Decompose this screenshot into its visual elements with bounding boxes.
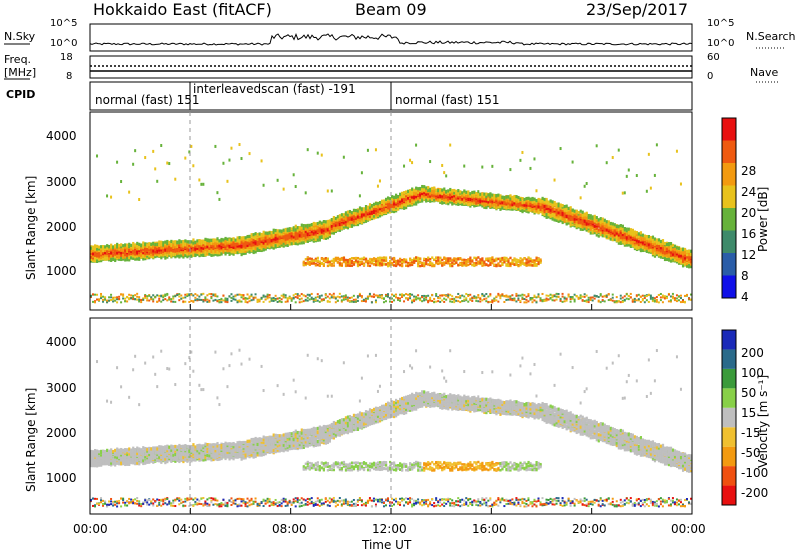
power-colorbar-label: Power [dB]	[756, 186, 770, 252]
nsky-label: N.Sky	[4, 30, 36, 43]
velocity-ytick-4000: 4000	[46, 335, 77, 349]
power-colorbar-seg-3	[722, 208, 736, 231]
power-cb-tick-12: 12	[741, 248, 757, 262]
freq-unit-label: [MHz]	[4, 66, 37, 79]
beam-title: Beam 09	[355, 0, 427, 19]
power-cb-tick-8: 8	[741, 269, 749, 283]
velocity-colorbar-seg-7	[722, 349, 736, 369]
nsky-panel-frame	[89, 23, 693, 52]
nsky-trace	[89, 33, 693, 46]
power-ylabel: Slant Range [km]	[24, 175, 38, 280]
power-ytick-4000: 4000	[46, 129, 77, 143]
power-colorbar-frame	[721, 117, 737, 299]
velocity-ytick-2000: 2000	[46, 426, 77, 440]
vel-cb-tick-m50: -50	[741, 446, 761, 460]
power-cb-tick-20: 20	[741, 206, 757, 220]
velocity-ytick-1000: 1000	[46, 471, 77, 485]
power-colorbar-seg-7	[722, 118, 736, 141]
freq-tick-top: 18	[60, 52, 73, 63]
nsky-tick-top: 10^5	[50, 18, 78, 29]
cpid-segment-1: normal (fast) 151	[95, 93, 200, 107]
power-cb-tick-28: 28	[741, 164, 757, 178]
power-colorbar-seg-6	[722, 140, 736, 163]
velocity-colorbar-seg-5	[722, 388, 736, 408]
x-axis-label: Time UT	[362, 538, 412, 552]
power-colorbar-seg-2	[722, 230, 736, 253]
velocity-ytick-3000: 3000	[46, 381, 77, 395]
power-ytick-2000: 2000	[46, 220, 77, 234]
power-colorbar-seg-1	[722, 253, 736, 276]
power-ytick-3000: 3000	[46, 175, 77, 189]
vel-cb-tick-m15: -15	[741, 426, 761, 440]
velocity-colorbar-seg-3	[722, 427, 736, 447]
nsky-tick-bottom: 10^0	[50, 38, 78, 49]
vel-cb-tick-200: 200	[741, 346, 764, 360]
x-tick-0: 00:00	[73, 522, 108, 536]
nave-tick-top: 60	[707, 52, 720, 63]
velocity-colorbar-seg-0	[722, 485, 736, 505]
vel-cb-tick-100: 100	[741, 366, 764, 380]
x-tick-5: 20:00	[572, 522, 607, 536]
freq-label: Freq.	[4, 53, 32, 66]
power-colorbar-seg-4	[722, 185, 736, 208]
cpid-label: CPID	[6, 88, 36, 101]
velocity-colorbar-seg-2	[722, 446, 736, 467]
nave-tick-bottom: 0	[707, 71, 714, 82]
x-tick-2: 08:00	[272, 522, 307, 536]
nsearch-tick-bottom: 10^0	[707, 38, 735, 49]
cpid-segment-2: interleavedscan (fast) -191	[193, 82, 356, 96]
velocity-colorbar-seg-8	[722, 330, 736, 350]
velocity-colorbar-seg-4	[722, 407, 736, 428]
power-ytick-1000: 1000	[46, 264, 77, 278]
nsearch-tick-top: 10^5	[707, 18, 735, 29]
power-data-cells	[90, 143, 693, 304]
vel-cb-tick-m200: -200	[741, 486, 769, 500]
velocity-colorbar-seg-1	[722, 466, 736, 486]
nave-label: Nave	[750, 66, 779, 79]
velocity-ylabel: Slant Range [km]	[24, 387, 38, 492]
x-tick-1: 04:00	[172, 522, 207, 536]
velocity-data-cells	[90, 348, 693, 508]
nsearch-label: N.Search	[746, 30, 796, 43]
cpid-segment-3: normal (fast) 151	[395, 93, 500, 107]
x-tick-3: 12:00	[372, 522, 407, 536]
velocity-colorbar-frame	[721, 329, 737, 506]
date-title: 23/Sep/2017	[586, 0, 689, 19]
velocity-colorbar-seg-6	[722, 368, 736, 389]
power-colorbar-seg-5	[722, 163, 736, 186]
vel-cb-tick-15: 15	[741, 406, 757, 420]
power-colorbar-seg-0	[722, 275, 736, 298]
vel-cb-tick-50: 50	[741, 386, 757, 400]
power-cb-tick-24: 24	[741, 185, 757, 199]
vel-cb-tick-m100: -100	[741, 466, 769, 480]
x-tick-4: 16:00	[472, 522, 507, 536]
station-title: Hokkaido East (fitACF)	[93, 0, 272, 19]
x-tick-6: 00:00	[671, 522, 706, 536]
freq-tick-bottom: 8	[66, 71, 73, 82]
power-cb-tick-4: 4	[741, 290, 749, 304]
freq-panel-frame	[89, 55, 693, 79]
power-cb-tick-16: 16	[741, 227, 757, 241]
